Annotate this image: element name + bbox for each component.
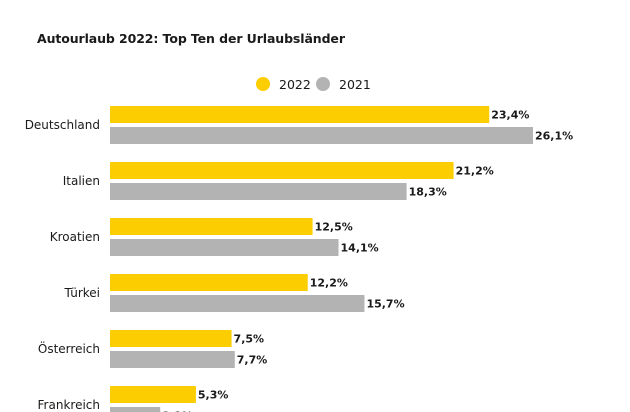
bar-oesterreich-2022 — [110, 330, 232, 347]
data-label-tuerkei-2021: 15,7% — [366, 298, 404, 311]
category-label-kroatien: Kroatien — [50, 230, 100, 244]
data-label-italien-2021: 18,3% — [409, 186, 447, 199]
bar-italien-2021 — [110, 183, 407, 200]
legend-label-2021: 2021 — [339, 76, 371, 92]
bar-kroatien-2021 — [110, 239, 339, 256]
data-label-tuerkei-2022: 12,2% — [310, 277, 348, 290]
bar-italien-2022 — [110, 162, 454, 179]
category-label-deutschland: Deutschland — [25, 118, 100, 132]
category-label-tuerkei: Türkei — [64, 286, 100, 300]
category-label-frankreich: Frankreich — [38, 398, 100, 412]
bar-kroatien-2022 — [110, 218, 313, 235]
bar-tuerkei-2021 — [110, 295, 365, 312]
bar-frankreich-2021 — [110, 407, 161, 412]
category-label-italien: Italien — [63, 174, 100, 188]
data-label-frankreich-2022: 5,3% — [198, 389, 229, 402]
data-label-italien-2022: 21,2% — [456, 165, 494, 178]
category-label-oesterreich: Österreich — [38, 340, 100, 356]
bar-deutschland-2022 — [110, 106, 490, 123]
legend-swatch-2022 — [256, 77, 270, 91]
data-label-deutschland-2022: 23,4% — [491, 109, 529, 122]
bar-frankreich-2022 — [110, 386, 196, 403]
data-label-oesterreich-2022: 7,5% — [234, 333, 265, 346]
legend: 2022 2021 — [0, 74, 630, 94]
bar-tuerkei-2022 — [110, 274, 308, 291]
legend-label-2022: 2022 — [279, 76, 311, 92]
legend-item-2021: 2021 — [316, 74, 371, 94]
data-label-frankreich-2021: 3,1% — [162, 410, 193, 412]
data-label-kroatien-2021: 14,1% — [341, 242, 379, 255]
legend-item-2022: 2022 — [256, 74, 311, 94]
bar-deutschland-2021 — [110, 127, 533, 144]
bar-oesterreich-2021 — [110, 351, 235, 368]
legend-swatch-2021 — [316, 77, 330, 91]
data-label-deutschland-2021: 26,1% — [535, 130, 573, 143]
chart-title: Autourlaub 2022: Top Ten der Urlaubsländ… — [37, 31, 345, 46]
data-label-kroatien-2022: 12,5% — [315, 221, 353, 234]
data-label-oesterreich-2021: 7,7% — [237, 354, 268, 367]
